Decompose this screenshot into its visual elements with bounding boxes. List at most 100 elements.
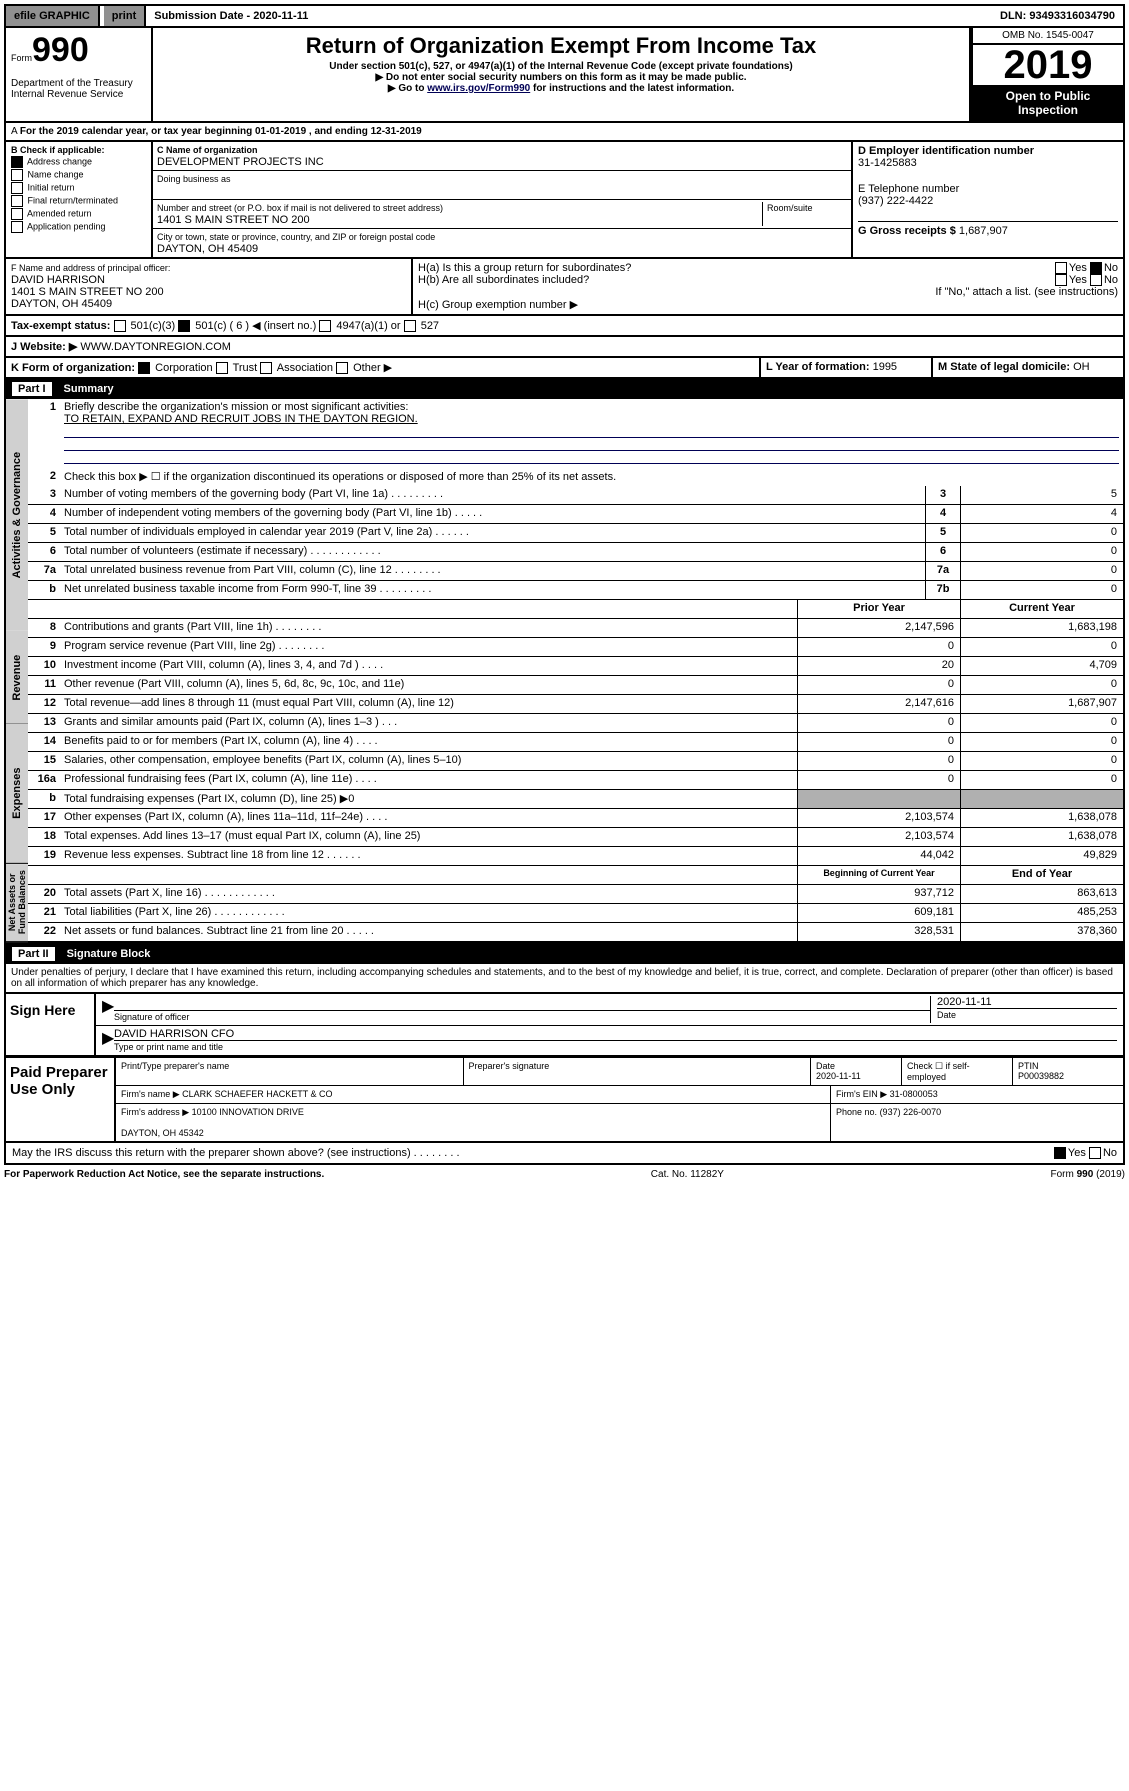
form-note2: Go to www.irs.gov/Form990 for instructio… [158,83,964,94]
summary-row: 13Grants and similar amounts paid (Part … [28,714,1123,733]
ha-no-checkbox[interactable]: ✓ [1090,262,1102,274]
section-c: C Name of organizationDEVELOPMENT PROJEC… [153,142,853,257]
summary-row: 16aProfessional fundraising fees (Part I… [28,771,1123,790]
section-b: B Check if applicable: ✓ Address change … [6,142,153,257]
box-b-item[interactable]: Application pending [11,221,146,233]
firm-phone: (937) 226-0070 [880,1107,942,1117]
sig-date: 2020-11-11 [937,996,1117,1009]
org-city: DAYTON, OH 45409 [157,243,258,255]
website-value: WWW.DAYTONREGION.COM [80,341,231,353]
addr-label: Number and street (or P.O. box if mail i… [157,203,443,213]
summary-row: 6Total number of volunteers (estimate if… [28,543,1123,562]
form-label: Form [11,53,32,63]
hb-note: If "No," attach a list. (see instruction… [418,286,1118,298]
summary-row: 5Total number of individuals employed in… [28,524,1123,543]
box-b-item[interactable]: ✓ Address change [11,156,146,168]
footer-right: Form 990 (2019) [1051,1169,1125,1180]
efile-button[interactable]: efile GRAPHIC [6,6,100,26]
tax-status-option[interactable]: 527 [401,320,439,332]
org-name-label: C Name of organization [157,145,258,155]
ha-yes-checkbox[interactable] [1055,262,1067,274]
form-org-option[interactable]: ✓ Corporation [138,362,213,374]
website-label: J Website: ▶ [11,341,77,353]
discuss-no-checkbox[interactable] [1089,1147,1101,1159]
form-org-option[interactable]: Association [257,362,333,374]
prior-year-header: Prior Year [797,600,960,618]
perjury-text: Under penalties of perjury, I declare th… [4,964,1125,994]
prep-name-label: Print/Type preparer's name [116,1058,464,1085]
firm-name-label: Firm's name ▶ [121,1089,180,1099]
ptin-label: PTIN [1018,1061,1039,1071]
paid-preparer-block: Paid Preparer Use Only Print/Type prepar… [4,1058,1125,1143]
prep-date: 2020-11-11 [816,1071,861,1081]
city-label: City or town, state or province, country… [157,232,435,242]
year-formation: L Year of formation: 1995 [761,358,933,377]
box-b-item[interactable]: Final return/terminated [11,195,146,207]
box-b-item[interactable]: Name change [11,169,146,181]
tax-status-option[interactable]: 501(c)(3) [114,320,176,332]
box-k-label: K Form of organization: [11,362,135,374]
paid-preparer-label: Paid Preparer Use Only [6,1058,116,1141]
name-title-label: Type or print name and title [114,1042,223,1052]
form-org-option[interactable]: Trust [213,362,258,374]
submission-date-label: Submission Date - 2020-11-11 [150,10,312,22]
hb-yes-checkbox[interactable] [1055,274,1067,286]
phone-value: (937) 222-4422 [858,195,1118,207]
top-toolbar: efile GRAPHIC print Submission Date - 20… [4,4,1125,28]
ein-label: D Employer identification number [858,145,1118,157]
sig-officer-label: Signature of officer [114,1012,189,1022]
summary-row: 10Investment income (Part VIII, column (… [28,657,1123,676]
summary-row: 12Total revenue—add lines 8 through 11 (… [28,695,1123,714]
box-b-item[interactable]: Amended return [11,208,146,220]
ein-value: 31-1425883 [858,157,1118,169]
summary-row: 14Benefits paid to or for members (Part … [28,733,1123,752]
summary-row: 7aTotal unrelated business revenue from … [28,562,1123,581]
room-label: Room/suite [767,203,813,213]
summary-row: 8Contributions and grants (Part VIII, li… [28,619,1123,638]
firm-phone-label: Phone no. [836,1107,877,1117]
arrow-icon: ▶ [102,1028,114,1053]
mission-text: TO RETAIN, EXPAND AND RECRUIT JOBS IN TH… [64,413,418,425]
hb-no-checkbox[interactable] [1090,274,1102,286]
footer-left: For Paperwork Reduction Act Notice, see … [4,1169,324,1180]
ptin-value: P00039882 [1018,1071,1064,1081]
box-b-item[interactable]: Initial return [11,182,146,194]
officer-addr: 1401 S MAIN STREET NO 200 DAYTON, OH 454… [11,286,164,310]
summary-row: 9Program service revenue (Part VIII, lin… [28,638,1123,657]
summary-row: bNet unrelated business taxable income f… [28,581,1123,600]
discuss-yes-checkbox[interactable]: ✓ [1054,1147,1066,1159]
summary-row: 17Other expenses (Part IX, column (A), l… [28,809,1123,828]
form-note1: Do not enter social security numbers on … [158,72,964,83]
gross-label: G Gross receipts $ [858,225,956,237]
summary-row: 20Total assets (Part X, line 16) . . . .… [28,885,1123,904]
vert-governance: Activities & Governance [6,399,28,630]
part-1-header: Part ISummary [4,379,1125,399]
summary-row: 15Salaries, other compensation, employee… [28,752,1123,771]
section-f: F Name and address of principal officer:… [6,259,413,314]
form-org-option[interactable]: Other ▶ [333,362,392,374]
arrow-icon: ▶ [102,996,114,1023]
tax-status-label: Tax-exempt status: [11,320,110,332]
summary-row: 3Number of voting members of the governi… [28,486,1123,505]
irs-link[interactable]: www.irs.gov/Form990 [427,83,530,94]
dba-label: Doing business as [157,174,231,184]
self-employed-check[interactable]: Check ☐ if self-employed [902,1058,1013,1085]
summary-row: 11Other revenue (Part VIII, column (A), … [28,676,1123,695]
summary-row: 18Total expenses. Add lines 13–17 (must … [28,828,1123,847]
page-footer: For Paperwork Reduction Act Notice, see … [4,1165,1125,1184]
summary-row: 22Net assets or fund balances. Subtract … [28,923,1123,942]
phone-label: E Telephone number [858,183,1118,195]
vert-netassets: Net Assets or Fund Balances [6,864,28,942]
summary-row: 19Revenue less expenses. Subtract line 1… [28,847,1123,866]
tax-status-option[interactable]: ✓ 501(c) ( 6 ) ◀ (insert no.) [175,320,316,332]
officer-typed-name: DAVID HARRISON CFO [114,1028,1117,1041]
sig-date-label: Date [937,1010,956,1020]
org-name: DEVELOPMENT PROJECTS INC [157,156,324,168]
form-org-row: K Form of organization: ✓ Corporation Tr… [6,358,761,377]
tax-year: 2019 [973,45,1123,85]
discuss-question: May the IRS discuss this return with the… [12,1147,460,1159]
website-row: J Website: ▶ WWW.DAYTONREGION.COM [6,337,1123,356]
firm-addr-label: Firm's address ▶ [121,1107,189,1117]
tax-status-option[interactable]: 4947(a)(1) or [316,320,400,332]
print-button[interactable]: print [104,6,146,26]
